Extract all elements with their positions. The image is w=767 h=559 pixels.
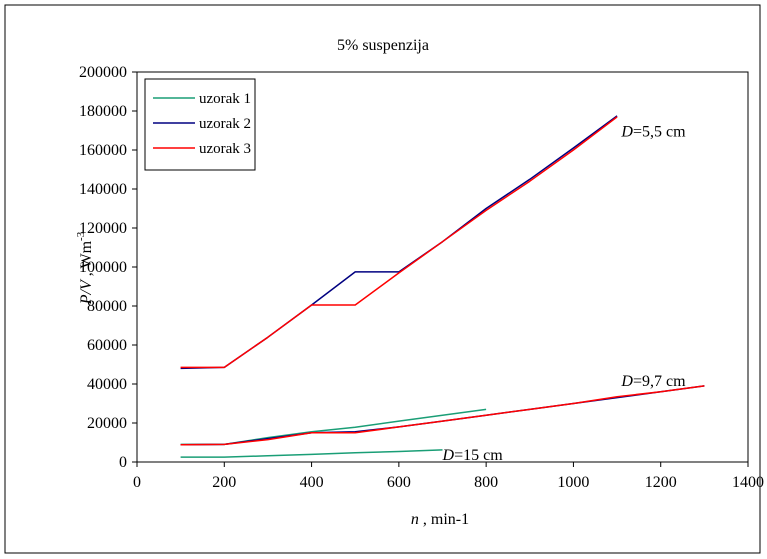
series-line-uzorak-3-segment-2 (180, 385, 705, 446)
series-line-uzorak-1-segment-1 (180, 449, 443, 458)
x-tick-label: 1400 (732, 474, 764, 491)
series-lines (180, 115, 705, 458)
x-tick-label: 400 (300, 474, 324, 491)
annotation-var: D (620, 373, 633, 390)
legend-label-uzorak-3: uzorak 3 (199, 141, 251, 157)
y-tick-label: 200000 (79, 64, 127, 81)
y-tick-label: 20000 (87, 415, 127, 432)
y-axis-label-unit: , Wm (78, 240, 95, 280)
annotation-1: D=5,5 cm (620, 124, 686, 141)
y-tick-label: 140000 (79, 181, 127, 198)
y-tick-label: 180000 (79, 103, 127, 120)
x-tick-label: 200 (212, 474, 236, 491)
annotation-text: =5,5 cm (633, 124, 686, 141)
chart-title: 5% suspenzija (337, 37, 429, 54)
x-axis-label: n , min-1 (411, 511, 469, 528)
legend-label-uzorak-2: uzorak 2 (199, 116, 251, 132)
y-tick-label: 60000 (87, 337, 127, 354)
legend: uzorak 1 uzorak 2 uzorak 3 (144, 78, 256, 171)
annotation-var: D (620, 124, 633, 141)
legend-label-uzorak-1: uzorak 1 (199, 91, 251, 107)
x-tick-label: 0 (133, 474, 141, 491)
y-tick-label: 100000 (79, 259, 127, 276)
y-tick-label: 120000 (79, 220, 127, 237)
y-axis-label-sup: -3 (75, 231, 87, 241)
y-tick-label: 160000 (79, 142, 127, 159)
annotation-2: D=9,7 cm (620, 373, 686, 390)
x-tick-label: 1000 (557, 474, 589, 491)
series-line-uzorak-3-segment-1 (180, 116, 618, 369)
y-axis-label-var: P/V (78, 278, 95, 305)
annotations: D=5,5 cmD=9,7 cmD=15 cm (442, 124, 687, 465)
x-tick-label: 800 (474, 474, 498, 491)
x-axis: 0 200 400 600 800 1000 1200 1400 (133, 462, 764, 491)
x-axis-label-unit: , min-1 (419, 511, 469, 528)
y-tick-label: 0 (119, 454, 127, 471)
y-axis-label: P/V , Wm-3 (75, 231, 95, 305)
y-tick-label: 80000 (87, 298, 127, 315)
x-axis-label-var: n (411, 511, 419, 528)
x-tick-label: 600 (387, 474, 411, 491)
annotation-var: D (442, 447, 455, 464)
annotation-text: =9,7 cm (633, 373, 686, 390)
x-tick-label: 1200 (645, 474, 677, 491)
annotation-3: D=15 cm (442, 447, 504, 464)
y-axis: 0 20000 40000 60000 80000 100000 120000 140000 1… (79, 64, 137, 471)
annotation-text: =15 cm (454, 447, 503, 464)
y-tick-label: 40000 (87, 376, 127, 393)
legend-box (144, 78, 256, 171)
